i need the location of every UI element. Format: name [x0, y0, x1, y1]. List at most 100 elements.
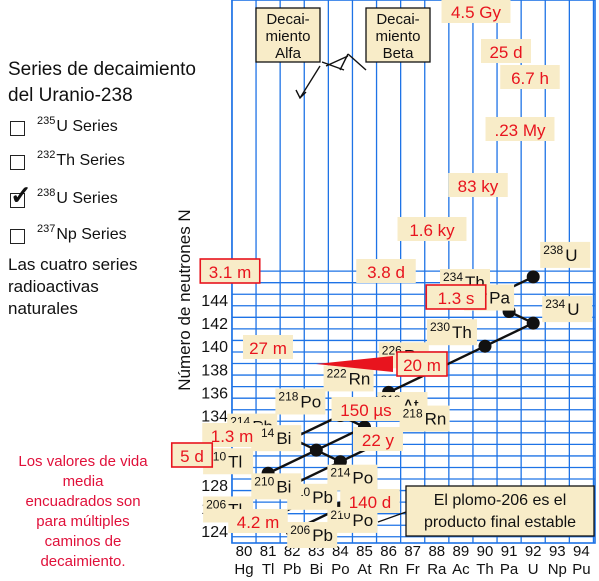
halflife-label: 4.5 Gy: [441, 0, 511, 23]
halflife-text: 27 m: [249, 339, 287, 358]
halflife-background: [243, 335, 293, 359]
nuclide-point: [309, 443, 323, 457]
series-option-u238[interactable]: ✓ 238 U Series: [10, 182, 118, 208]
x-tick-number: 85: [356, 543, 373, 560]
halflife-box: [396, 351, 448, 377]
nuclide-label: 218 Rn: [399, 405, 450, 432]
y-tick-label: 142: [201, 316, 228, 333]
label-background: [323, 365, 374, 392]
halflife-background: [441, 0, 511, 23]
nuclide-label: 210 Bi: [251, 473, 302, 500]
halflife-background: [353, 427, 403, 451]
halflife-text: 6.7 h: [511, 69, 549, 88]
checkbox[interactable]: [10, 229, 25, 244]
mass-number: 238: [37, 187, 56, 199]
x-tick-symbol: Po: [331, 561, 349, 578]
checkbox-checked[interactable]: ✓: [10, 182, 32, 208]
halflife-box: [425, 284, 487, 310]
x-tick-symbol: Pu: [572, 561, 590, 578]
nuclide-point: [478, 339, 492, 353]
halflife-background: [356, 259, 416, 283]
x-tick-number: 89: [453, 543, 470, 560]
halflife-label: 22 y: [353, 427, 403, 451]
checkmark-icon: ✓: [10, 180, 32, 210]
series-label: U Series: [56, 190, 118, 207]
x-tick-number: 93: [549, 543, 566, 560]
nuclide-point: [526, 316, 540, 330]
legend-alpha-line2: miento: [265, 28, 310, 45]
halflife-text: 1.6 ky: [409, 221, 455, 240]
nuclide-label: 214 Po: [327, 464, 378, 491]
halflife-label: 6.7 h: [500, 65, 560, 89]
x-tick-symbol: U: [528, 561, 539, 578]
caption-line1: Las cuatro series: [8, 255, 138, 274]
nuclide-label: 234 U: [542, 296, 593, 323]
legend-alpha-line3: Alfa: [275, 45, 302, 62]
mass-number: 237: [37, 223, 56, 235]
halflife-text: 25 d: [489, 43, 522, 62]
halflife-text: 4.5 Gy: [451, 3, 502, 22]
x-tick-symbol: Bi: [310, 561, 323, 578]
halflife-background: [448, 173, 508, 197]
series-label: Th Series: [56, 152, 125, 169]
label-background: [542, 296, 593, 323]
mass-number: 235: [37, 115, 56, 127]
nuclide-label: 206 Pb: [287, 522, 338, 548]
x-tick-number: 81: [260, 543, 277, 560]
checkbox[interactable]: [10, 155, 25, 170]
label-background: [287, 522, 338, 548]
halflife-label: 4.2 m: [228, 509, 288, 533]
label-background: [275, 388, 326, 415]
halflife-label: .23 My: [485, 117, 555, 141]
x-tick-symbol: Np: [548, 561, 567, 578]
y-tick-label: 140: [201, 339, 228, 356]
nuclide-label: 218 Po: [275, 388, 326, 415]
series-option-u235[interactable]: 235 U Series: [10, 115, 118, 136]
halflife-background: [500, 65, 560, 89]
halflife-label: 20 m: [396, 351, 448, 377]
halflife-text: 20 m: [403, 356, 441, 375]
x-tick-symbol: Hg: [234, 561, 253, 578]
nuclide-label: 222 Rn: [323, 365, 374, 392]
boxed-halflife-note: Los valores de vida media encuadrados so…: [18, 453, 148, 570]
halflife-pointer: [316, 356, 393, 372]
halflife-label: 27 m: [243, 335, 293, 359]
x-tick-number: 88: [428, 543, 445, 560]
series-option-np237[interactable]: 237 Np Series: [10, 223, 127, 244]
label-background: [540, 241, 591, 268]
x-tick-symbol: Pa: [500, 561, 519, 578]
x-tick-symbol: At: [357, 561, 372, 578]
nuclide-label: 238 U: [540, 241, 591, 268]
checkbox[interactable]: [10, 121, 25, 136]
halflife-label: 83 ky: [448, 173, 508, 197]
x-tick-symbol: Pb: [283, 561, 301, 578]
halflife-background: [481, 39, 531, 63]
halflife-text: 5 d: [180, 447, 204, 466]
nuclide-text: 230 Th: [430, 320, 472, 342]
x-tick-number: 86: [380, 543, 397, 560]
legend-beta-line3: Beta: [383, 45, 415, 62]
y-tick-label: 136: [201, 385, 228, 402]
series-option-th232[interactable]: 232 Th Series: [10, 149, 125, 170]
nuclide-text: 210 Bi: [254, 474, 291, 496]
y-tick-label: 124: [201, 524, 228, 541]
halflife-label: 1.3 s: [425, 284, 487, 310]
legend-arrows: [295, 53, 367, 100]
halflife-text: 83 ky: [458, 177, 499, 196]
final-note-line2: producto final estable: [424, 514, 576, 531]
halflife-box: [170, 442, 214, 468]
x-tick-number: 92: [525, 543, 542, 560]
nuclide-text: 218 Po: [278, 390, 321, 412]
x-tick-number: 90: [477, 543, 494, 560]
label-background: [399, 405, 450, 432]
x-tick-number: 80: [236, 543, 253, 560]
series-label: Np Series: [56, 226, 127, 243]
label-background: [427, 319, 477, 346]
halflife-text: 22 y: [362, 431, 395, 450]
x-tick-symbol: Rn: [379, 561, 398, 578]
nuclide-text: 206 Pb: [290, 523, 333, 545]
halflife-label: 3.1 m: [199, 258, 261, 284]
legend-beta-line1: Decai-: [376, 11, 419, 28]
y-axis-label: Número de neutrones N: [175, 209, 194, 390]
final-product-note: El plomo-206 es el producto final establ…: [377, 485, 595, 537]
